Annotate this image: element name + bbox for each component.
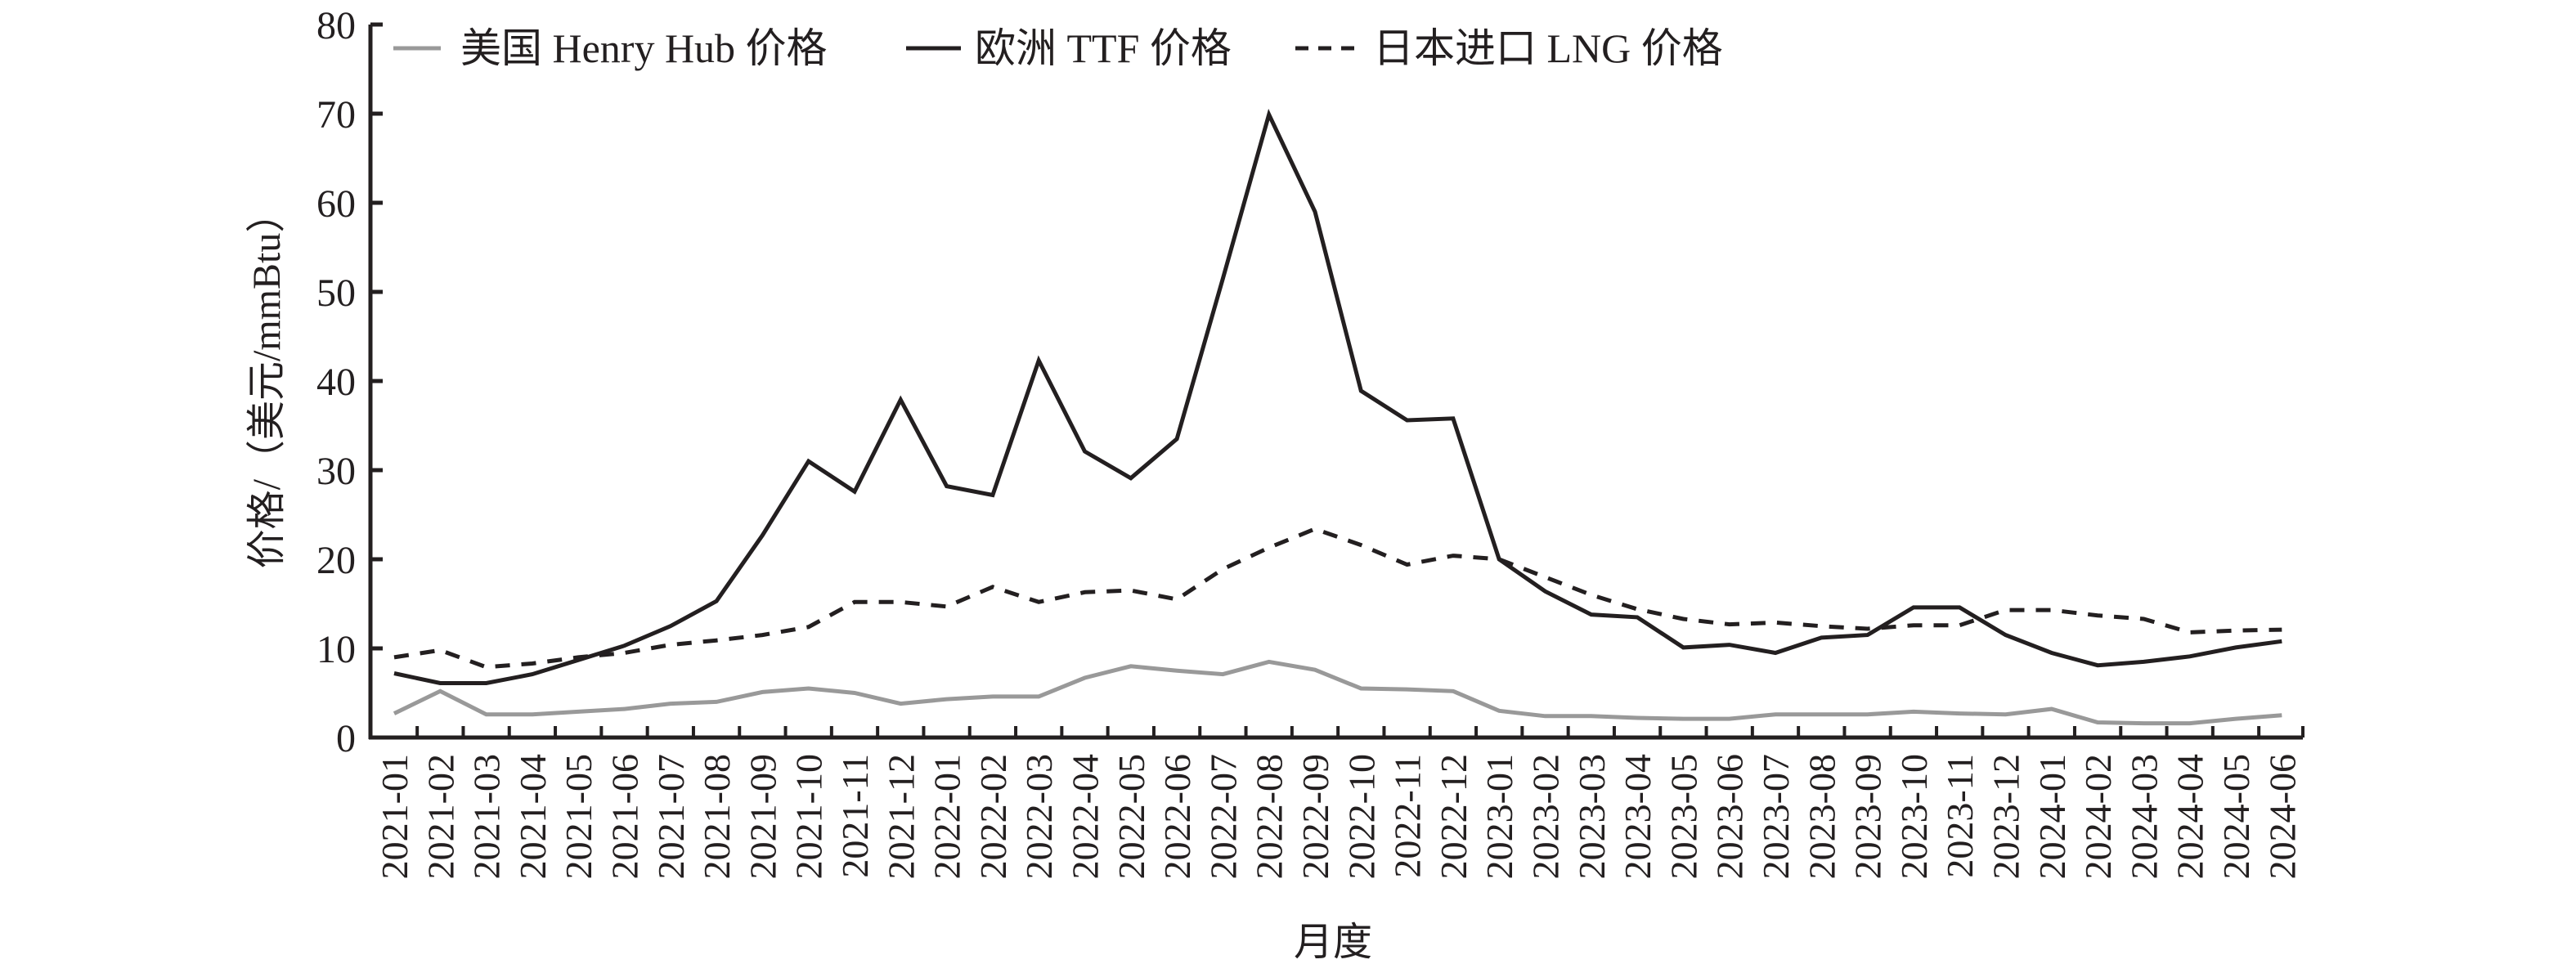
x-tick-label: 2024-03 bbox=[2123, 754, 2165, 879]
x-tick-label: 2023-04 bbox=[1617, 754, 1658, 879]
x-tick-label: 2021-04 bbox=[512, 754, 554, 879]
series-line-2 bbox=[393, 527, 2282, 670]
legend-label: 美国 Henry Hub 价格 bbox=[460, 25, 828, 71]
y-tick-label: 30 bbox=[316, 450, 356, 493]
x-tick-label: 2022-01 bbox=[927, 754, 968, 879]
x-tick-label: 2022-03 bbox=[1018, 754, 1060, 879]
x-tick-label: 2023-12 bbox=[1986, 754, 2027, 879]
x-tick-label: 2022-09 bbox=[1295, 754, 1336, 879]
x-tick-label: 2021-07 bbox=[650, 754, 692, 879]
x-tick-label: 2023-01 bbox=[1479, 754, 1520, 879]
x-tick-label: 2024-04 bbox=[2170, 754, 2211, 879]
x-axis: 2021-01 2021-02 2021-03 2021-04 2021-05 2021-… bbox=[369, 726, 2304, 879]
x-tick-label: 2021-08 bbox=[696, 754, 738, 879]
x-tick-label: 2023-10 bbox=[1893, 754, 1935, 879]
x-tick-label: 2023-08 bbox=[1801, 754, 1842, 879]
y-axis-title: 价格/（美元/mmBtu） bbox=[245, 194, 289, 569]
x-tick-label: 2023-06 bbox=[1709, 754, 1751, 879]
y-tick-label: 0 bbox=[336, 717, 356, 760]
y-tick-label: 10 bbox=[316, 628, 356, 671]
x-tick-label: 2022-06 bbox=[1156, 754, 1198, 879]
x-tick-label: 2023-11 bbox=[1939, 754, 1981, 878]
y-tick-label: 70 bbox=[316, 93, 356, 137]
y-tick-label: 60 bbox=[316, 182, 356, 226]
x-tick-label: 2024-06 bbox=[2261, 754, 2303, 879]
legend-item-jkm-lng: 日本进口 LNG 价格 bbox=[1295, 25, 1723, 71]
legend-label: 欧洲 TTF 价格 bbox=[975, 25, 1232, 71]
x-tick-label: 2021-11 bbox=[834, 754, 876, 878]
x-tick-label: 2024-02 bbox=[2077, 754, 2119, 879]
x-tick-label: 2023-02 bbox=[1525, 754, 1567, 879]
x-tick-label: 2022-08 bbox=[1249, 754, 1290, 879]
x-tick-label: 2022-04 bbox=[1065, 754, 1106, 879]
x-tick-label: 2023-03 bbox=[1571, 754, 1613, 879]
x-tick-label: 2022-10 bbox=[1340, 754, 1382, 879]
y-tick-label: 80 bbox=[316, 4, 356, 47]
y-tick-label: 20 bbox=[316, 539, 356, 582]
x-tick-label: 2022-12 bbox=[1433, 754, 1474, 879]
x-tick-label: 2021-01 bbox=[374, 754, 415, 879]
series-line-0 bbox=[393, 659, 2282, 726]
x-tick-label: 2023-09 bbox=[1847, 754, 1889, 879]
legend-item-henry-hub: 美国 Henry Hub 价格 bbox=[393, 25, 828, 71]
legend-item-ttf: 欧洲 TTF 价格 bbox=[906, 25, 1232, 71]
x-axis-title: 月度 bbox=[1294, 921, 1372, 964]
legend-label: 日本进口 LNG 价格 bbox=[1373, 25, 1723, 71]
x-tick-label: 2023-05 bbox=[1663, 754, 1704, 879]
x-tick-label: 2022-02 bbox=[972, 754, 1014, 879]
x-tick-label: 2023-07 bbox=[1755, 754, 1797, 879]
x-tick-label: 2021-05 bbox=[558, 754, 599, 879]
x-tick-label: 2024-05 bbox=[2215, 754, 2257, 879]
series-layer bbox=[393, 108, 2282, 726]
x-tick-label: 2021-09 bbox=[742, 754, 783, 879]
x-tick-label: 2022-07 bbox=[1202, 754, 1244, 879]
x-tick-label: 2021-06 bbox=[604, 754, 646, 879]
y-axis: 0 10 20 30 40 50 60 70 80 bbox=[316, 4, 383, 760]
y-tick-label: 50 bbox=[316, 271, 356, 315]
x-tick-label: 2021-03 bbox=[466, 754, 508, 879]
x-tick-label: 2024-01 bbox=[2031, 754, 2073, 879]
series-line-1 bbox=[393, 108, 2282, 685]
x-tick-label: 2022-05 bbox=[1111, 754, 1152, 879]
legend: 美国 Henry Hub 价格 欧洲 TTF 价格 日本进口 LNG 价格 bbox=[393, 25, 1723, 71]
x-tick-label: 2022-11 bbox=[1387, 754, 1429, 878]
x-tick-label: 2021-12 bbox=[880, 754, 922, 879]
x-tick-label: 2021-02 bbox=[420, 754, 461, 879]
y-tick-label: 40 bbox=[316, 361, 356, 404]
x-tick-label: 2021-10 bbox=[788, 754, 830, 879]
